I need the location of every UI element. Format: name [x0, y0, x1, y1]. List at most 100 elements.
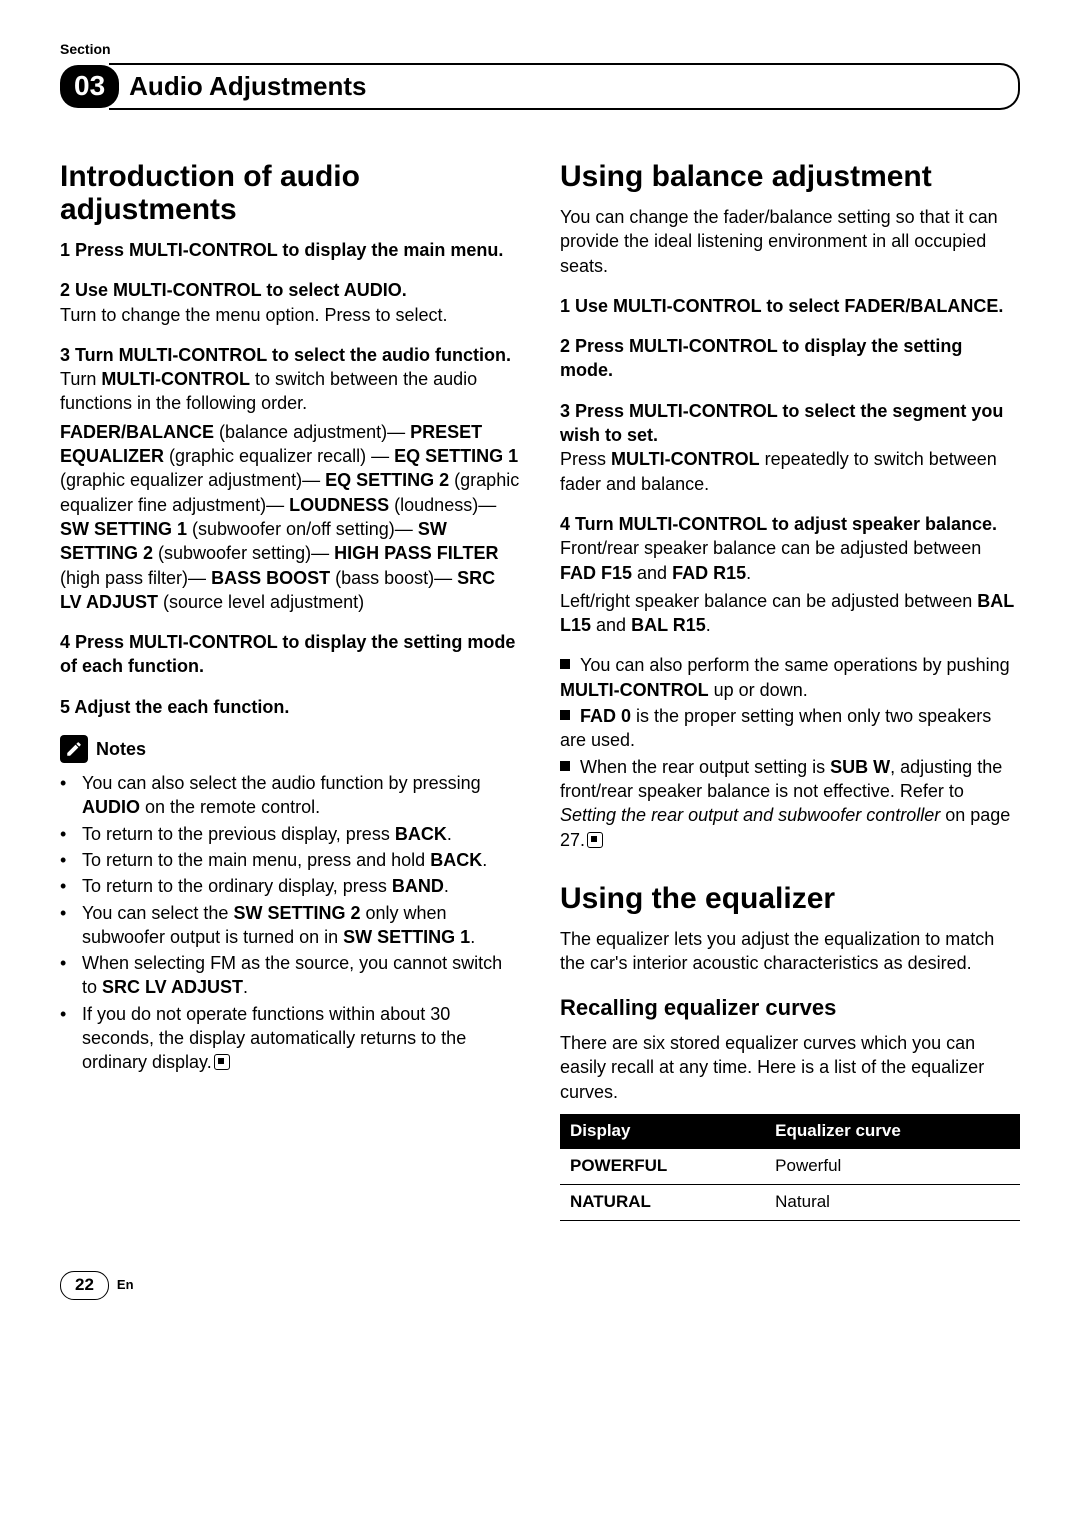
t: Front/rear speaker balance can be adjust…: [560, 538, 981, 558]
t: You can also select the audio function b…: [82, 773, 481, 793]
equalizer-heading: Using the equalizer: [560, 882, 1020, 915]
eq-curves-intro: There are six stored equalizer curves wh…: [560, 1031, 1020, 1104]
section-title: Audio Adjustments: [129, 69, 988, 104]
notes-label: Notes: [96, 737, 146, 761]
bal-step4-head: 4 Turn MULTI-CONTROL to adjust speaker b…: [560, 512, 1020, 536]
note-item: When selecting FM as the source, you can…: [82, 951, 520, 1000]
t: MULTI-CONTROL: [101, 369, 250, 389]
t: You can also perform the same operations…: [580, 655, 1010, 675]
t: .: [243, 977, 248, 997]
t: EQ SETTING 2: [325, 470, 449, 490]
t: SW SETTING 1: [60, 519, 187, 539]
note-item: To return to the main menu, press and ho…: [82, 848, 520, 872]
t: .: [482, 850, 487, 870]
balance-heading: Using balance adjustment: [560, 160, 1020, 193]
t: (source level adjustment): [158, 592, 364, 612]
end-mark-icon: [587, 832, 603, 848]
t: (subwoofer setting)—: [153, 543, 329, 563]
t: .: [447, 824, 452, 844]
t: FAD 0: [580, 706, 631, 726]
table-cell-display: NATURAL: [560, 1184, 765, 1220]
t: .: [470, 927, 475, 947]
table-header-curve: Equalizer curve: [765, 1114, 1020, 1149]
table-row: POWERFULPowerful: [560, 1149, 1020, 1184]
t: FADER/BALANCE: [60, 422, 214, 442]
t: (bass boost)—: [330, 568, 452, 588]
step3-body: Turn MULTI-CONTROL to switch between the…: [60, 367, 520, 416]
bal-step4-body2: Left/right speaker balance can be adjust…: [560, 589, 1020, 638]
t: If you do not operate functions within a…: [82, 1004, 466, 1073]
bal-step2: 2 Press MULTI-CONTROL to display the set…: [560, 336, 962, 380]
t: and: [591, 615, 631, 635]
step2-body: Turn to change the menu option. Press to…: [60, 303, 520, 327]
language-label: En: [117, 1276, 134, 1294]
t: BACK: [395, 824, 447, 844]
table-cell-curve: Powerful: [765, 1149, 1020, 1184]
t: Turn: [60, 369, 101, 389]
bal-step4-body1: Front/rear speaker balance can be adjust…: [560, 536, 1020, 585]
square-bullet-icon: [560, 710, 570, 720]
bal-step3-head: 3 Press MULTI-CONTROL to select the segm…: [560, 399, 1020, 448]
notes-list: •You can also select the audio function …: [60, 771, 520, 1075]
page-number: 22: [60, 1271, 109, 1300]
t: up or down.: [709, 680, 808, 700]
t: SRC LV ADJUST: [102, 977, 243, 997]
header-bar: 03 Audio Adjustments: [60, 63, 1020, 110]
right-column: Using balance adjustment You can change …: [560, 160, 1020, 1221]
audio-sequence: FADER/BALANCE (balance adjustment)— PRES…: [60, 420, 520, 614]
end-mark-icon: [214, 1054, 230, 1070]
equalizer-intro: The equalizer lets you adjust the equali…: [560, 927, 1020, 976]
table-row: NATURALNatural: [560, 1184, 1020, 1220]
t: and: [632, 563, 672, 583]
sq-item: You can also perform the same operations…: [560, 653, 1020, 702]
note-item: You can select the SW SETTING 2 only whe…: [82, 901, 520, 950]
square-bullet-list: You can also perform the same operations…: [560, 653, 1020, 851]
note-item: If you do not operate functions within a…: [82, 1002, 520, 1075]
t: (balance adjustment)—: [214, 422, 405, 442]
t: Press: [560, 449, 611, 469]
t: AUDIO: [82, 797, 140, 817]
t: (subwoofer on/off setting)—: [187, 519, 413, 539]
t: To return to the ordinary display, press: [82, 876, 392, 896]
header-title-wrap: Audio Adjustments: [109, 63, 1020, 110]
t: (graphic equalizer recall) —: [164, 446, 389, 466]
t: To return to the main menu, press and ho…: [82, 850, 430, 870]
bal-step1: 1 Use MULTI-CONTROL to select FADER/BALA…: [560, 296, 1003, 316]
t: BACK: [430, 850, 482, 870]
t: When the rear output setting is: [580, 757, 830, 777]
notes-header: Notes: [60, 735, 520, 763]
step1: 1 Press MULTI-CONTROL to display the mai…: [60, 240, 503, 260]
t: To return to the previous display, press: [82, 824, 395, 844]
table-cell-curve: Natural: [765, 1184, 1020, 1220]
t: .: [746, 563, 751, 583]
sq-item: When the rear output setting is SUB W, a…: [560, 755, 1020, 852]
t: SUB W: [830, 757, 890, 777]
left-column: Introduction of audio adjustments 1 Pres…: [60, 160, 520, 1221]
note-item: You can also select the audio function b…: [82, 771, 520, 820]
t: .: [444, 876, 449, 896]
t: BAL R15: [631, 615, 706, 635]
t: EQ SETTING 1: [394, 446, 518, 466]
t: BAND: [392, 876, 444, 896]
t: BASS BOOST: [211, 568, 330, 588]
table-header-display: Display: [560, 1114, 765, 1149]
recalling-heading: Recalling equalizer curves: [560, 993, 1020, 1023]
note-item: To return to the ordinary display, press…: [82, 874, 520, 898]
t: FAD F15: [560, 563, 632, 583]
step4: 4 Press MULTI-CONTROL to display the set…: [60, 632, 515, 676]
t: MULTI-CONTROL: [611, 449, 760, 469]
t: SW SETTING 2: [233, 903, 360, 923]
t: FAD R15: [672, 563, 746, 583]
t: MULTI-CONTROL: [560, 680, 709, 700]
square-bullet-icon: [560, 761, 570, 771]
pencil-icon: [60, 735, 88, 763]
t: Left/right speaker balance can be adjust…: [560, 591, 977, 611]
t: SW SETTING 1: [343, 927, 470, 947]
page-footer: 22 En: [60, 1271, 1020, 1300]
t: on the remote control.: [140, 797, 320, 817]
t: LOUDNESS: [289, 495, 389, 515]
bal-step3-body: Press MULTI-CONTROL repeatedly to switch…: [560, 447, 1020, 496]
t: (graphic equalizer adjustment)—: [60, 470, 320, 490]
section-label: Section: [60, 40, 1020, 59]
step3-head: 3 Turn MULTI-CONTROL to select the audio…: [60, 343, 520, 367]
